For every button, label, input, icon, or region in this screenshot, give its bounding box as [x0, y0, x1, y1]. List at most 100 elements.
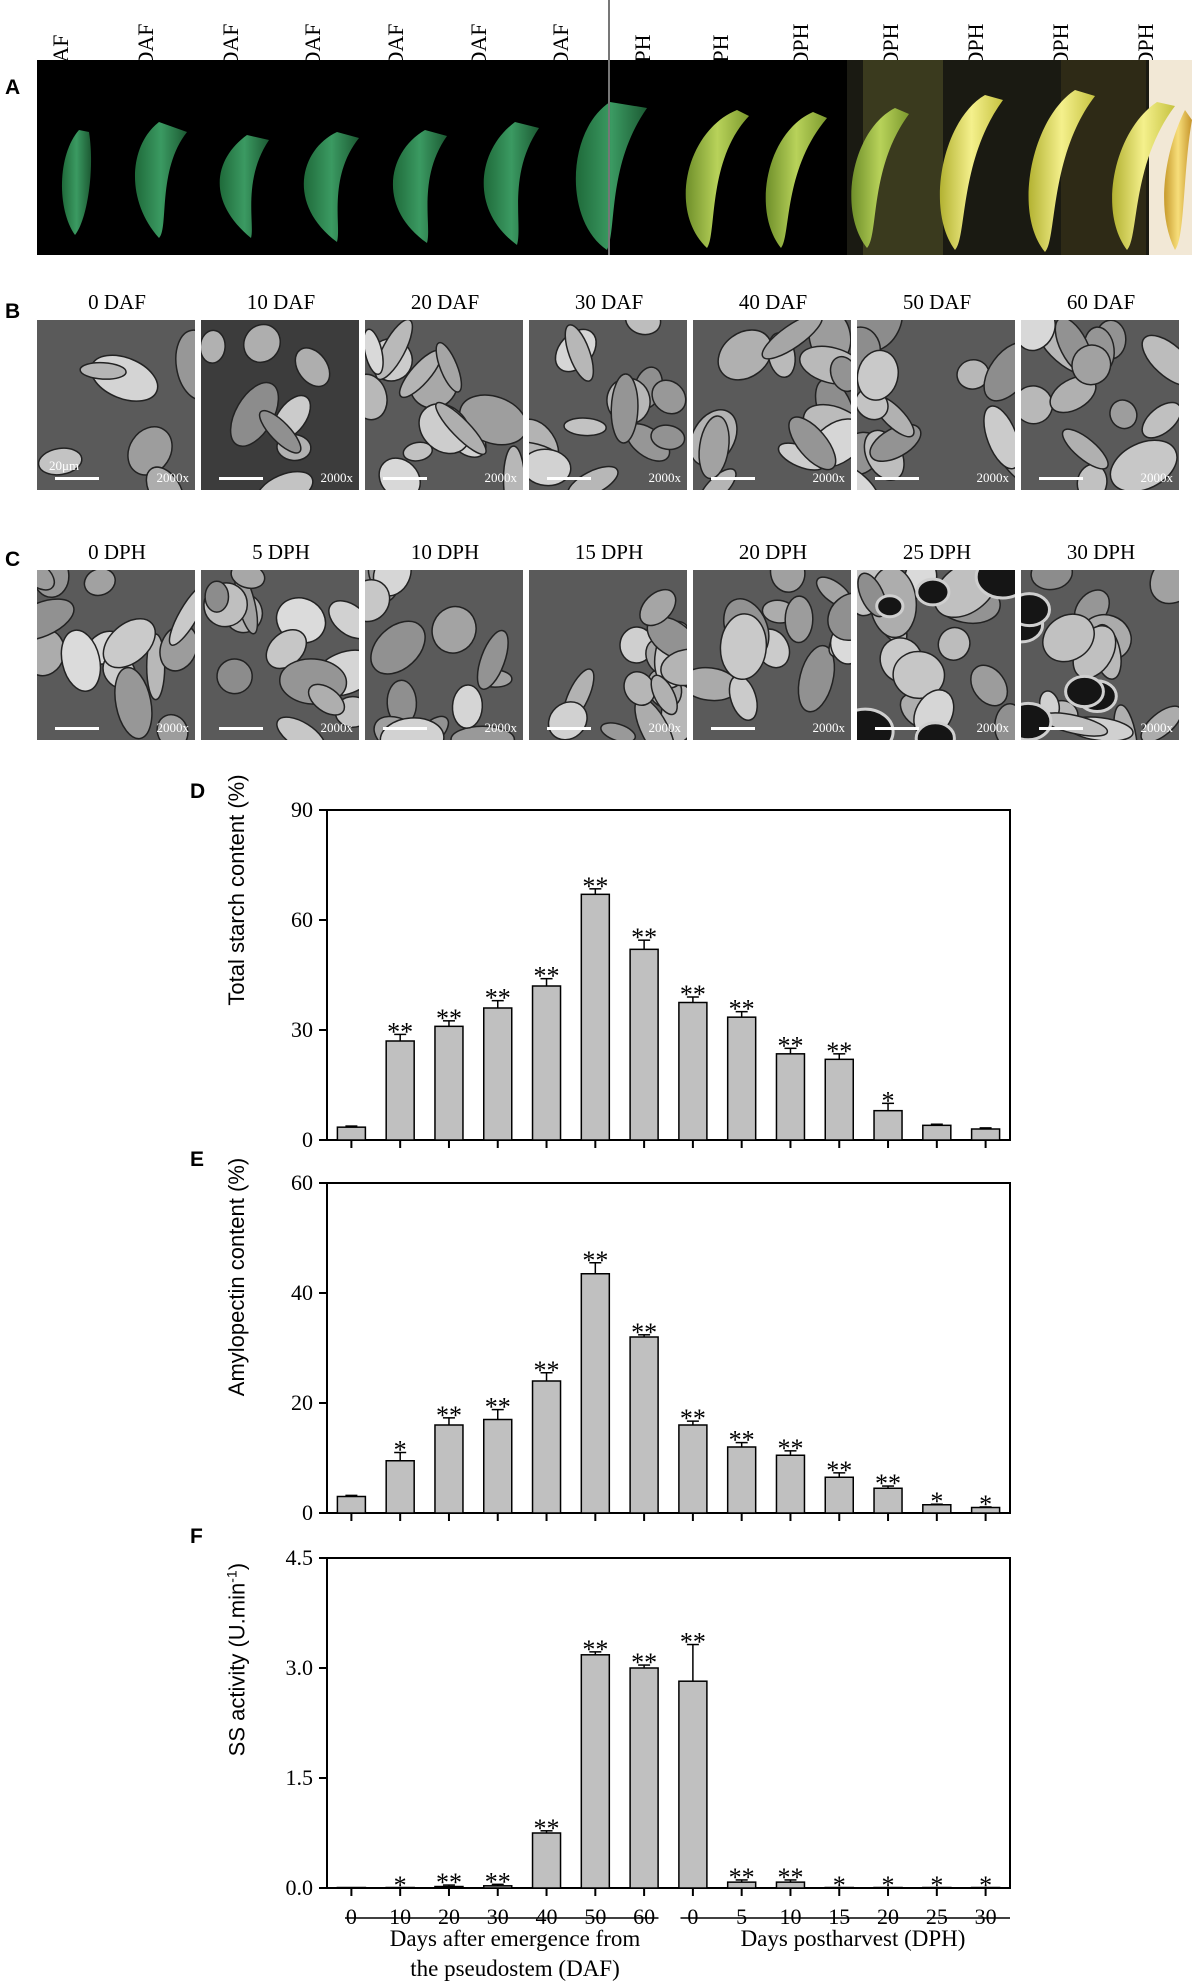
bar — [385, 1886, 415, 1889]
significance-mark: ** — [631, 1318, 657, 1347]
bar — [824, 1476, 854, 1514]
magnification-label: 2000x — [156, 470, 190, 485]
panelB-sem-image: 2000x 20μm — [37, 320, 197, 490]
bar — [726, 1446, 757, 1514]
y-tick-label: 90 — [291, 797, 313, 822]
significance-mark: ** — [436, 1868, 462, 1897]
y-tick-label: 60 — [291, 1170, 313, 1195]
panelB-sem-image: 2000x — [529, 320, 689, 490]
panelB-label: 60 DAF — [1066, 290, 1136, 314]
bar — [726, 1016, 757, 1141]
magnification-label: 2000x — [156, 720, 190, 735]
magnification-label: 2000x — [812, 720, 846, 735]
significance-mark: ** — [826, 1456, 852, 1485]
magnification-label: 2000x — [320, 720, 354, 735]
x-tick-label: 10 — [389, 1904, 411, 1929]
scale-bar-label: 20μm — [49, 458, 80, 473]
magnification-label: 2000x — [976, 720, 1010, 735]
bar — [580, 1654, 611, 1889]
bar — [922, 1886, 952, 1889]
scale-bar — [547, 477, 591, 480]
panelC-sem-image: 2000x — [693, 570, 853, 740]
significance-mark: ** — [680, 980, 706, 1009]
panel-letter-a: A — [5, 76, 21, 99]
magnification-label: 2000x — [648, 720, 682, 735]
banana-fruits-image — [61, 60, 1192, 255]
panelC-sem-image: 2000x — [529, 570, 689, 740]
significance-mark: * — [394, 1436, 407, 1465]
significance-mark: ** — [777, 1434, 803, 1463]
bar — [922, 1124, 952, 1141]
panelC-sem-image: 2000x — [201, 570, 361, 740]
bar — [970, 1128, 1001, 1141]
chart-f: 0.01.53.04.50*10**20**30**40**50**60**0*… — [286, 1545, 1011, 1929]
panelC-sem-image: 2000x — [857, 570, 1017, 740]
significance-mark: ** — [777, 1863, 803, 1892]
y-tick-label: 4.5 — [286, 1545, 314, 1570]
x-tick-label: 40 — [536, 1904, 558, 1929]
x-tick-label: 5 — [736, 1904, 747, 1929]
x-tick-label: 30 — [487, 1904, 509, 1929]
magnification-label: 2000x — [320, 470, 354, 485]
panelC-label: 30 DPH — [1066, 540, 1136, 564]
x-tick-label: 60 — [633, 1904, 655, 1929]
significance-mark: * — [979, 1490, 992, 1519]
bar — [434, 1025, 464, 1141]
panelB-sem-image: 2000x — [365, 320, 525, 490]
panelB-label: 10 DAF — [246, 290, 316, 314]
panelB-sem-image: 2000x — [201, 320, 361, 490]
chart-f-ylabel: SS activity (U.min-1) — [223, 1562, 250, 1757]
bar — [531, 1380, 562, 1514]
bar — [483, 1007, 513, 1141]
bar — [385, 1460, 415, 1514]
bar — [483, 1418, 513, 1514]
scale-bar — [711, 477, 755, 480]
significance-mark: * — [833, 1871, 846, 1900]
panelB-label: 50 DAF — [902, 290, 972, 314]
significance-mark: ** — [826, 1037, 852, 1066]
significance-mark: * — [882, 1086, 895, 1115]
significance-mark: ** — [534, 962, 560, 991]
x-tick-label: 30 — [975, 1904, 997, 1929]
significance-mark: ** — [387, 1017, 413, 1046]
scale-bar — [711, 727, 755, 730]
banana-photo-strip — [37, 60, 1192, 255]
plot-frame — [326, 1557, 1011, 1889]
chart-d-ylabel: Total starch content (%) — [224, 774, 249, 1006]
significance-mark: ** — [680, 1628, 706, 1657]
x-tick-label: 25 — [926, 1904, 948, 1929]
significance-mark: ** — [485, 984, 511, 1013]
significance-mark: ** — [631, 923, 657, 952]
bar — [678, 1680, 708, 1889]
bar — [775, 1053, 806, 1141]
x-tick-label: 10 — [779, 1904, 801, 1929]
scale-bar — [219, 477, 263, 480]
plot-frame — [326, 1182, 1011, 1514]
x-group-dph-label: Days postharvest (DPH) — [740, 1926, 966, 1951]
significance-mark: ** — [582, 872, 608, 901]
bar — [580, 893, 611, 1141]
y-tick-label: 1.5 — [286, 1765, 314, 1790]
scale-bar — [383, 477, 427, 480]
bar — [775, 1454, 806, 1514]
scale-bar — [55, 727, 99, 730]
panelC-label: 10 DPH — [410, 540, 480, 564]
scale-bar — [1039, 477, 1083, 480]
y-tick-label: 0 — [302, 1127, 313, 1152]
x-group-daf-label: Days after emergence from the pseudostem… — [389, 1926, 641, 1981]
significance-mark: ** — [680, 1404, 706, 1433]
panelB-sem-image: 2000x — [1021, 320, 1181, 490]
scale-bar — [875, 727, 919, 730]
panelC-label: 25 DPH — [902, 540, 972, 564]
bar — [336, 1886, 367, 1889]
panel-letter-c: C — [5, 548, 21, 571]
scale-bar — [1039, 727, 1083, 730]
y-tick-label: 30 — [291, 1017, 313, 1042]
panel-letter-b: B — [5, 300, 21, 323]
bar — [824, 1886, 854, 1889]
panelC-sem-image: 2000x — [1021, 570, 1181, 740]
y-tick-label: 0 — [302, 1500, 313, 1525]
significance-mark: ** — [582, 1246, 608, 1275]
magnification-label: 2000x — [1140, 470, 1174, 485]
